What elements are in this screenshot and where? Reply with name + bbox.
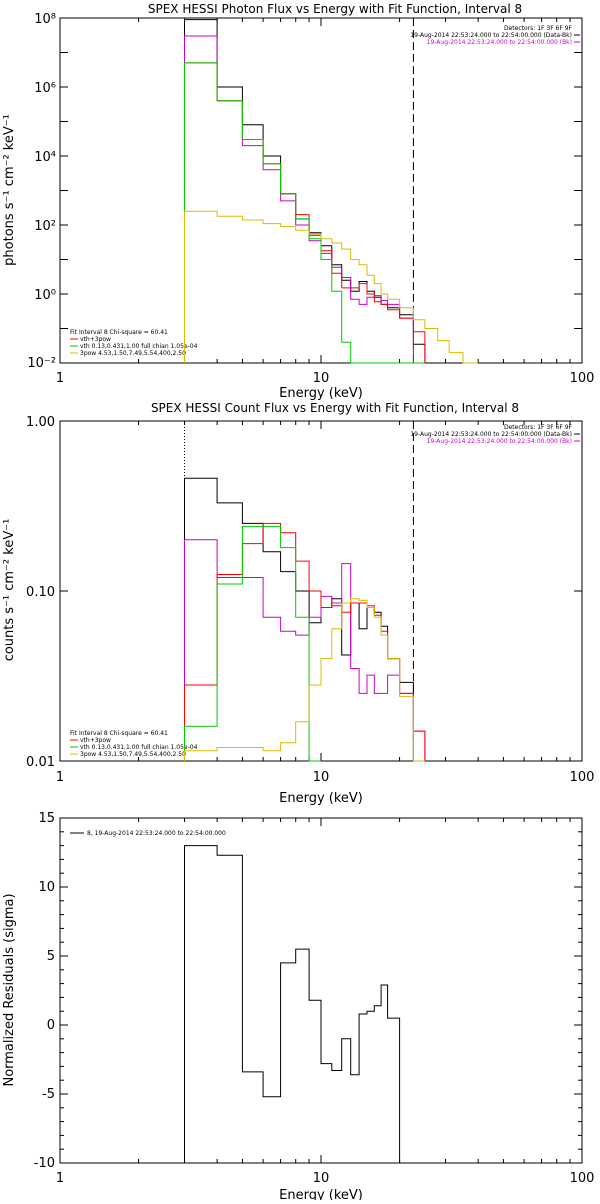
photon-flux-panel: SPEX HESSI Photon Flux vs Energy with Fi…	[2, 2, 594, 401]
panel2-title: SPEX HESSI Count Flux vs Energy with Fit…	[151, 401, 519, 415]
panel2-ylabel: counts s⁻¹ cm⁻² keV⁻¹	[2, 519, 17, 662]
panel1-frame	[59, 17, 583, 364]
panel2-ytick-0.10: 0.10	[26, 585, 55, 600]
panel2-ytick-1.00: 1.00	[26, 415, 55, 430]
panel1-legend-3pow: 3pow 4.53,1.50,7.49,5.54,400,2.50	[80, 350, 186, 357]
panel3-ytick-m5: -5	[42, 1087, 55, 1102]
panel2-series-0	[184, 477, 425, 762]
panel1-ytick-1e4: 10⁴	[34, 150, 56, 165]
panel1-ytick-1e6: 10⁶	[34, 81, 56, 96]
panel1-fit-legend: Fit Interval 8 Chi-square = 60.41 vth+3p…	[70, 329, 198, 357]
panel2-info-box: Detectors: 1F 3F 6F 9F 19-Aug-2014 22:53…	[410, 424, 580, 445]
panel2-xlabel: Energy (keV)	[279, 791, 363, 806]
panel3-ytick-m10: -10	[34, 1156, 55, 1171]
panel2-series-1	[184, 539, 426, 761]
panel3-legend: 8, 19-Aug-2014 22:53:24.000 to 22:54:00.…	[70, 830, 226, 837]
panel1-info-detectors: Detectors: 1F 3F 6F 9F	[504, 25, 573, 32]
panel2-data-marks	[59, 420, 582, 762]
panel1-info-data-bk: 19-Aug-2014 22:53:24.000 to 22:54:00.000…	[410, 32, 572, 39]
panel3-ytick-0: 0	[47, 1018, 55, 1033]
panel1-series-1	[184, 35, 425, 364]
panel1-xtick-100: 100	[570, 371, 595, 386]
panel1-info-box: Detectors: 1F 3F 6F 9F 19-Aug-2014 22:53…	[410, 25, 580, 46]
panel1-ylabel: photons s⁻¹ cm⁻² keV⁻¹	[2, 114, 17, 266]
panel2-info-data-bk: 19-Aug-2014 22:53:24.000 to 22:54:00.000…	[410, 431, 572, 438]
panel1-title: SPEX HESSI Photon Flux vs Energy with Fi…	[148, 2, 522, 16]
panel1-series-2	[184, 62, 426, 363]
panel3-frame	[59, 817, 583, 1164]
panel1-data-marks	[59, 17, 582, 364]
panel2-xtick-10: 10	[313, 770, 330, 785]
panel1-xtick-10: 10	[313, 371, 330, 386]
panel3-ytick-10: 10	[38, 880, 55, 895]
panel1-ytick-1e0: 10⁰	[34, 288, 56, 303]
panel2-legend-total: vth+3pow	[80, 737, 111, 744]
panel2-series-3	[184, 525, 321, 762]
panel1-fit-text: Fit Interval 8 Chi-square = 60.41	[70, 329, 168, 336]
panel2-xtick-1: 1	[56, 770, 64, 785]
panel2-series-2	[184, 522, 426, 761]
panel1-ytick-1e8: 10⁸	[34, 12, 56, 27]
panel3-xtick-1: 1	[56, 1171, 64, 1186]
panel2-series-4	[184, 598, 425, 762]
panel3-ylabel: Normalized Residuals (sigma)	[2, 893, 17, 1086]
panel3-xtick-100: 100	[570, 1171, 595, 1186]
panel3-xlabel: Energy (keV)	[279, 1188, 363, 1200]
panel1-ytick-1e2: 10²	[34, 219, 56, 234]
panel1-ytick-1e-2: 10⁻²	[27, 356, 56, 371]
panel3-data-marks	[59, 817, 582, 1164]
panel1-legend-vth: vth 0.13,0.431,1.00 full chian 1.05e-04	[80, 343, 198, 350]
panel2-fit-text: Fit Interval 8 Chi-square = 60.41	[70, 730, 168, 737]
panel2-legend-vth: vth 0.13,0.431,1.00 full chian 1.05e-04	[80, 744, 198, 751]
panel3-series-0	[184, 845, 414, 1164]
panel1-xtick-1: 1	[56, 371, 64, 386]
panel2-ytick-0.01: 0.01	[26, 755, 55, 770]
panel1-xlabel: Energy (keV)	[279, 386, 363, 401]
panel3-legend-label: 8, 19-Aug-2014 22:53:24.000 to 22:54:00.…	[87, 830, 226, 837]
panel1-series-0	[184, 19, 426, 363]
panel1-series-4	[184, 210, 479, 364]
count-flux-panel: SPEX HESSI Count Flux vs Energy with Fit…	[2, 401, 594, 806]
panel3-ytick-15: 15	[38, 811, 55, 826]
panel2-info-detectors: Detectors: 1F 3F 6F 9F	[504, 424, 573, 431]
panel2-legend-3pow: 3pow 4.53,1.50,7.49,5.54,400,2.50	[80, 751, 186, 758]
panel1-series-3	[184, 62, 425, 364]
panel2-info-bk: 19-Aug-2014 22:53:24.000 to 22:54:00.000…	[427, 438, 572, 445]
panel3-xtick-10: 10	[313, 1171, 330, 1186]
panel2-xtick-100: 100	[570, 770, 595, 785]
panel3-ytick-5: 5	[47, 949, 55, 964]
residuals-panel: Energy (keV) Normalized Residuals (sigma…	[2, 811, 595, 1203]
panel2-fit-legend: Fit Interval 8 Chi-square = 60.41 vth+3p…	[70, 730, 198, 758]
panel1-info-bk: 19-Aug-2014 22:53:24.000 to 22:54:00.000…	[427, 39, 572, 46]
panel1-legend-total: vth+3pow	[80, 336, 111, 343]
